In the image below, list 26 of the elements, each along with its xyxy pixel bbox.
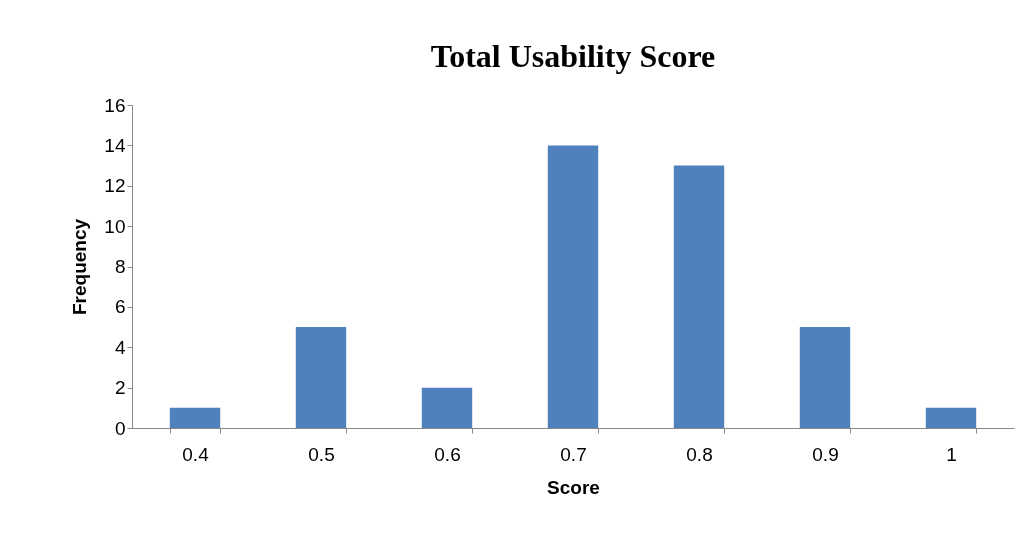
y-axis-title: Frequency: [69, 218, 91, 316]
chart-title: Total Usability Score: [430, 38, 716, 74]
y-tick-label: 6: [114, 296, 126, 318]
x-tick-label: 0.6: [434, 443, 461, 465]
bar: [295, 327, 347, 428]
x-tick-label: 1: [946, 443, 957, 465]
bar: [673, 165, 725, 428]
bar: [925, 407, 977, 428]
y-tick-label: 4: [114, 336, 126, 358]
x-tick-label: 0.4: [182, 443, 210, 465]
bar: [169, 407, 221, 428]
y-tick-label: 12: [104, 175, 126, 197]
bar: [421, 387, 473, 428]
y-tick-label: 0: [114, 417, 126, 439]
bar: [799, 327, 851, 428]
y-tick-label: 16: [104, 94, 126, 116]
y-tick-label: 8: [114, 256, 126, 277]
x-tick-label: 0.8: [686, 443, 713, 465]
x-tick-label: 0.5: [308, 443, 335, 465]
x-tick-label: 0.9: [812, 443, 839, 465]
bar: [547, 145, 599, 428]
x-axis-title: Score: [547, 476, 600, 498]
y-tick-label: 2: [114, 377, 126, 399]
y-tick-label: 10: [104, 215, 126, 237]
x-tick-label: 0.7: [560, 443, 587, 465]
y-tick-label: 14: [104, 134, 126, 156]
